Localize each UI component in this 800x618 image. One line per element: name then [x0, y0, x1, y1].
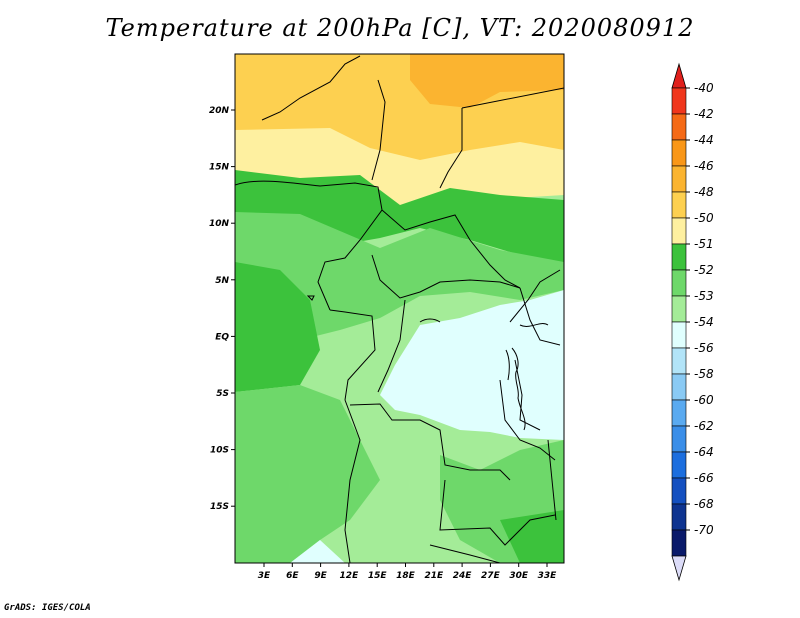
- colorbar-label: -56: [694, 341, 714, 355]
- lon-tick-label: 21E: [424, 571, 444, 581]
- lat-tick-label: 5N: [215, 276, 229, 286]
- colorbar-swatch: [671, 217, 687, 245]
- colorbar-bottom-arrow: [671, 555, 687, 582]
- colorbar-swatch: [671, 347, 687, 375]
- lon-tick-label: 27E: [481, 571, 501, 581]
- lon-tick-label: 30E: [509, 571, 529, 581]
- colorbar-swatch: [671, 425, 687, 453]
- colorbar-swatch: [671, 295, 687, 323]
- lon-tick-label: 24E: [453, 571, 473, 581]
- lat-tick-label: 5S: [216, 389, 229, 399]
- lat-tick-label: 10N: [209, 219, 230, 229]
- colorbar-label: -68: [694, 497, 714, 511]
- lat-tick-label: 15S: [210, 502, 229, 512]
- colorbar-label: -52: [694, 263, 714, 277]
- lon-tick-label: 6E: [286, 571, 299, 581]
- colorbar-label: -58: [694, 367, 714, 381]
- country-borders: [235, 55, 564, 563]
- lat-axis: 20N 15N 10N 5N EQ 5S 10S 15S: [209, 106, 235, 512]
- colorbar-label: -42: [694, 107, 714, 121]
- lat-tick-label: 10S: [210, 446, 229, 456]
- map-frame: [234, 53, 565, 564]
- colorbar-label: -44: [694, 133, 714, 147]
- map-title: Temperature at 200hPa [C], VT: 202008091…: [105, 14, 695, 42]
- colorbar-label: -70: [694, 523, 714, 537]
- colorbar-swatch: [671, 139, 687, 167]
- lon-tick-label: 15E: [368, 571, 388, 581]
- colorbar-label: -50: [694, 211, 714, 225]
- grads-credit: GrADS: IGES/COLA: [4, 603, 91, 613]
- colorbar-swatch: [671, 477, 687, 505]
- colorbar-swatch: [671, 113, 687, 141]
- lat-tick-label: EQ: [215, 332, 229, 342]
- colorbar-swatch: [671, 399, 687, 427]
- lat-tick-label: 20N: [209, 106, 230, 116]
- colorbar-swatch: [671, 321, 687, 349]
- lat-tick-label: 15N: [209, 163, 230, 173]
- colorbar-label: -62: [694, 419, 714, 433]
- colorbar-label: -40: [694, 81, 714, 95]
- colorbar-label: -54: [694, 315, 714, 329]
- colorbar-top-arrow: [671, 62, 687, 89]
- colorbar-swatch: [671, 503, 687, 531]
- colorbar: -40 -42 -44 -46 -48 -50 -51 -52 -53 -54 -56 -58 -60 -…: [671, 62, 714, 582]
- colorbar-swatch: [671, 269, 687, 297]
- lon-tick-label: 3E: [258, 571, 271, 581]
- colorbar-swatch: [671, 451, 687, 479]
- temperature-field: [235, 54, 564, 563]
- colorbar-label: -51: [694, 237, 714, 251]
- colorbar-swatch: [671, 165, 687, 193]
- lon-tick-label: 9E: [314, 571, 327, 581]
- lon-axis: 3E 6E 9E 12E 15E 18E 21E 24E 27E 30E 33E: [258, 563, 557, 581]
- colorbar-label: -46: [694, 159, 714, 173]
- colorbar-swatch: [671, 87, 687, 115]
- colorbar-swatch: [671, 243, 687, 271]
- lon-tick-label: 12E: [340, 571, 360, 581]
- lon-tick-label: 33E: [538, 571, 558, 581]
- colorbar-swatch: [671, 529, 687, 557]
- lakes: [306, 295, 549, 431]
- colorbar-swatch: [671, 373, 687, 401]
- colorbar-label: -66: [694, 471, 714, 485]
- colorbar-label: -53: [694, 289, 714, 303]
- colorbar-label: -60: [694, 393, 714, 407]
- colorbar-swatch: [671, 191, 687, 219]
- colorbar-label: -64: [694, 445, 714, 459]
- lon-tick-label: 18E: [396, 571, 416, 581]
- colorbar-label: -48: [694, 185, 714, 199]
